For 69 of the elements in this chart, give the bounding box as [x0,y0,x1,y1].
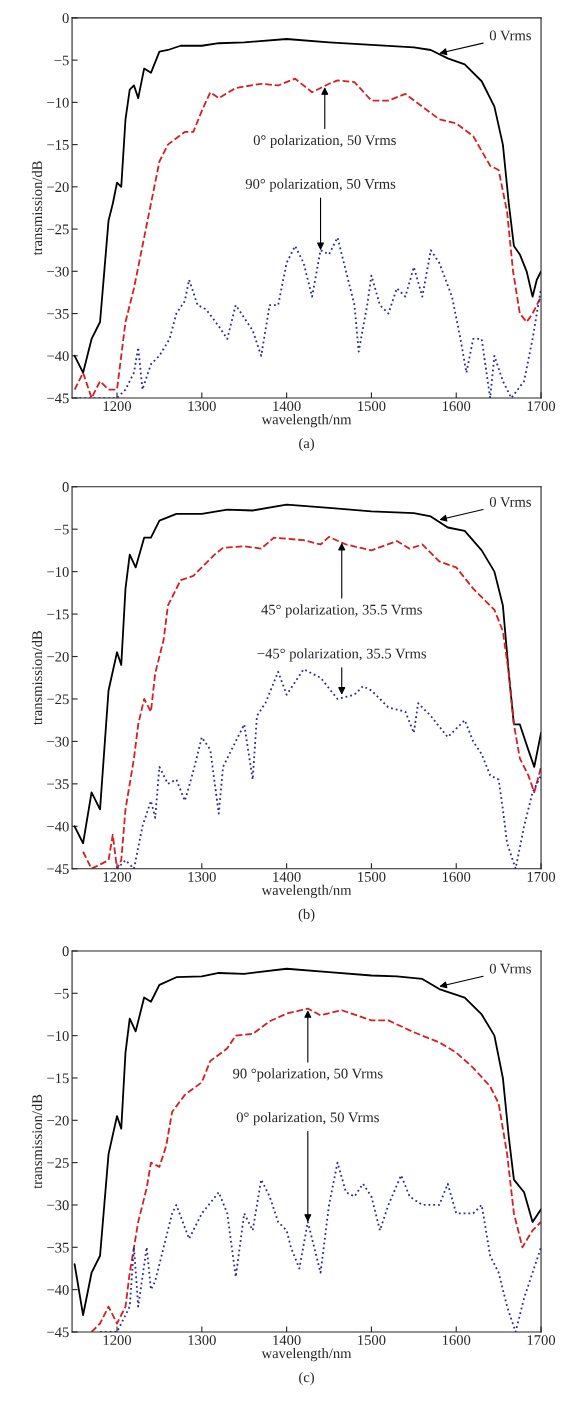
x-tick-label: 1200 [103,1335,132,1346]
x-tick-label: 1300 [188,401,216,412]
y-tick-label: −45 [47,393,69,404]
y-tick-label: −30 [47,736,69,747]
line-series [116,668,542,869]
annotation: 90° polarization, 50 Vrms [245,178,396,192]
y-tick-label: −20 [47,182,69,193]
y-tick-label: 0 [62,13,69,24]
annotation: 45° polarization, 35.5 Vrms [261,604,422,618]
x-tick-label: 1400 [273,401,301,412]
annotation: 0 Vrms [489,496,531,507]
x-tick-label: 1300 [188,871,216,882]
x-tick-label: 1600 [442,401,471,412]
y-tick-label: −45 [47,864,69,874]
x-tick-label: 1600 [442,871,471,882]
y-tick-label: −25 [47,224,69,235]
y-tick-label: −20 [47,651,69,662]
y-tick-label: 0 [62,482,69,492]
y-tick-label: −25 [47,1158,69,1168]
y-tick-label: −10 [47,97,69,108]
x-tick-label: 1200 [103,401,132,412]
x-axis-title: wavelength/nm [261,884,352,899]
annotation: 0° polarization, 50 Vrms [236,1111,379,1126]
y-tick-label: −40 [47,1285,69,1295]
y-tick-label: −5 [54,988,69,999]
x-tick-label: 1700 [527,871,556,882]
x-tick-label: 1400 [273,1335,301,1346]
line-series [90,1007,542,1332]
y-tick-label: −30 [47,266,69,277]
text: (c) [299,1371,315,1386]
line-series [82,535,542,869]
y-tick-label: −40 [47,821,69,832]
y-tick-label: −40 [47,351,69,361]
x-axis-title: wavelength/nm [261,414,352,428]
x-tick-label: 1500 [358,401,386,412]
y-tick-label: −15 [47,140,69,150]
y-tick-label: −10 [47,1030,69,1041]
text: (a) [299,437,315,452]
y-axis-title: transmission/dB [31,161,43,256]
y-tick-label: −15 [47,609,69,620]
text: (b) [298,908,315,923]
x-tick-label: 1500 [358,871,386,882]
x-tick-label: 1500 [358,1335,386,1346]
y-axis-title: transmission/dB [31,631,43,725]
y-tick-label: −20 [47,1115,69,1126]
x-tick-label: 1400 [273,871,301,882]
annotation: 90 °polarization, 50 Vrms [233,1068,383,1082]
y-tick-label: −45 [47,1327,69,1338]
y-axis-title: transmission/dB [31,1094,43,1189]
y-tick-label: −10 [47,566,69,577]
x-tick-label: 1200 [103,871,132,882]
x-tick-label: 1600 [442,1335,471,1346]
annotation: −45° polarization, 35.5 Vrms [257,648,427,662]
y-tick-label: −35 [47,1242,69,1253]
y-tick-label: −5 [54,524,69,535]
y-tick-label: −35 [47,779,69,790]
x-tick-label: 1700 [527,1335,556,1346]
y-tick-label: −35 [47,308,69,319]
x-axis-title: wavelength/nm [261,1347,352,1362]
x-tick-label: 1700 [527,401,556,412]
y-tick-label: −25 [47,694,69,705]
x-tick-label: 1300 [188,1335,216,1346]
annotation: 0° polarization, 50 Vrms [253,134,396,149]
y-tick-label: −30 [47,1200,69,1211]
y-tick-label: −5 [54,55,69,66]
annotation: 0 Vrms [489,963,531,974]
y-tick-label: 0 [62,946,69,957]
annotation: 0 Vrms [489,30,531,41]
y-tick-label: −15 [47,1073,69,1084]
